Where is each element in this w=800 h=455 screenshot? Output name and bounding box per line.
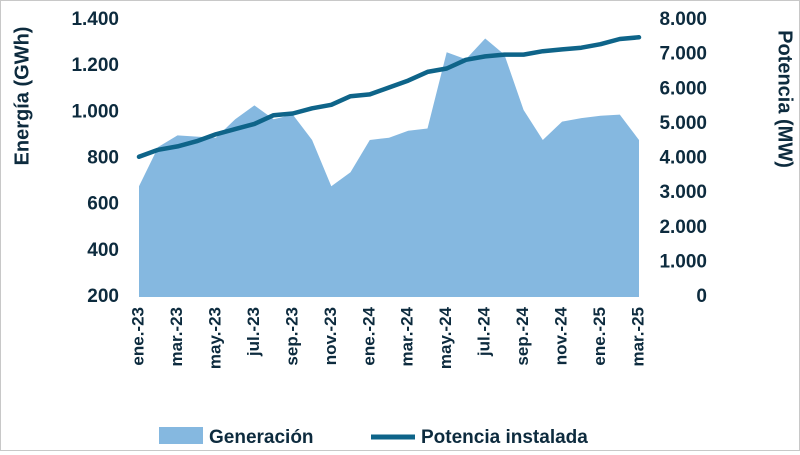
left-axis-ticks: 200 400 600 800 1.000 1.200 1.400 <box>71 9 119 307</box>
left-tick-label: 600 <box>87 194 119 215</box>
right-tick-label: 8.000 <box>659 9 707 30</box>
x-axis-ticks: ene.-23 mar.-23 may.-23 jul.-23 sep.-23 nov.-… <box>128 306 647 369</box>
left-tick-label: 1.000 <box>71 101 119 122</box>
x-tick-label: nov.-23 <box>321 307 340 365</box>
x-tick-label: mar.-24 <box>398 306 417 366</box>
legend-swatch-generacion <box>159 427 203 444</box>
right-tick-label: 6.000 <box>659 78 707 99</box>
left-tick-label: 1.400 <box>71 9 119 30</box>
right-tick-label: 3.000 <box>659 182 707 203</box>
x-tick-label: mar.-25 <box>628 307 647 367</box>
left-axis-title: Energía (GWh) <box>11 27 33 166</box>
right-tick-label: 4.000 <box>659 148 707 169</box>
right-tick-label: 0 <box>696 286 707 307</box>
x-tick-label: ene.-23 <box>128 307 147 366</box>
x-tick-label: jul.-23 <box>244 307 263 357</box>
right-tick-label: 2.000 <box>659 217 707 238</box>
right-tick-label: 5.000 <box>659 113 707 134</box>
x-tick-label: ene.-24 <box>359 306 378 365</box>
right-tick-label: 7.000 <box>659 44 707 65</box>
x-tick-label: sep.-24 <box>513 306 532 365</box>
generation-area-layer <box>139 38 639 297</box>
x-tick-label: mar.-23 <box>167 307 186 367</box>
right-axis-ticks: 0 1.000 2.000 3.000 4.000 5.000 6.000 7.000 8.00… <box>659 9 707 307</box>
legend-label-generacion: Generación <box>209 427 314 448</box>
left-tick-label: 200 <box>87 286 119 307</box>
generacion-area <box>139 39 639 298</box>
right-tick-label: 1.000 <box>659 251 707 272</box>
left-tick-label: 400 <box>87 240 119 261</box>
left-tick-label: 800 <box>87 148 119 169</box>
x-tick-label: jul.-24 <box>475 306 494 357</box>
x-tick-label: may.-24 <box>436 306 455 369</box>
x-tick-label: may.-23 <box>205 307 224 369</box>
x-tick-label: nov.-24 <box>552 306 571 365</box>
x-tick-label: ene.-25 <box>590 307 609 366</box>
right-axis-title: Potencia (MW) <box>774 30 796 168</box>
x-tick-label: sep.-23 <box>282 307 301 366</box>
legend-label-potencia: Potencia instalada <box>421 427 588 448</box>
left-tick-label: 1.200 <box>71 55 119 76</box>
chart-legend: Generación Potencia instalada <box>159 427 588 448</box>
